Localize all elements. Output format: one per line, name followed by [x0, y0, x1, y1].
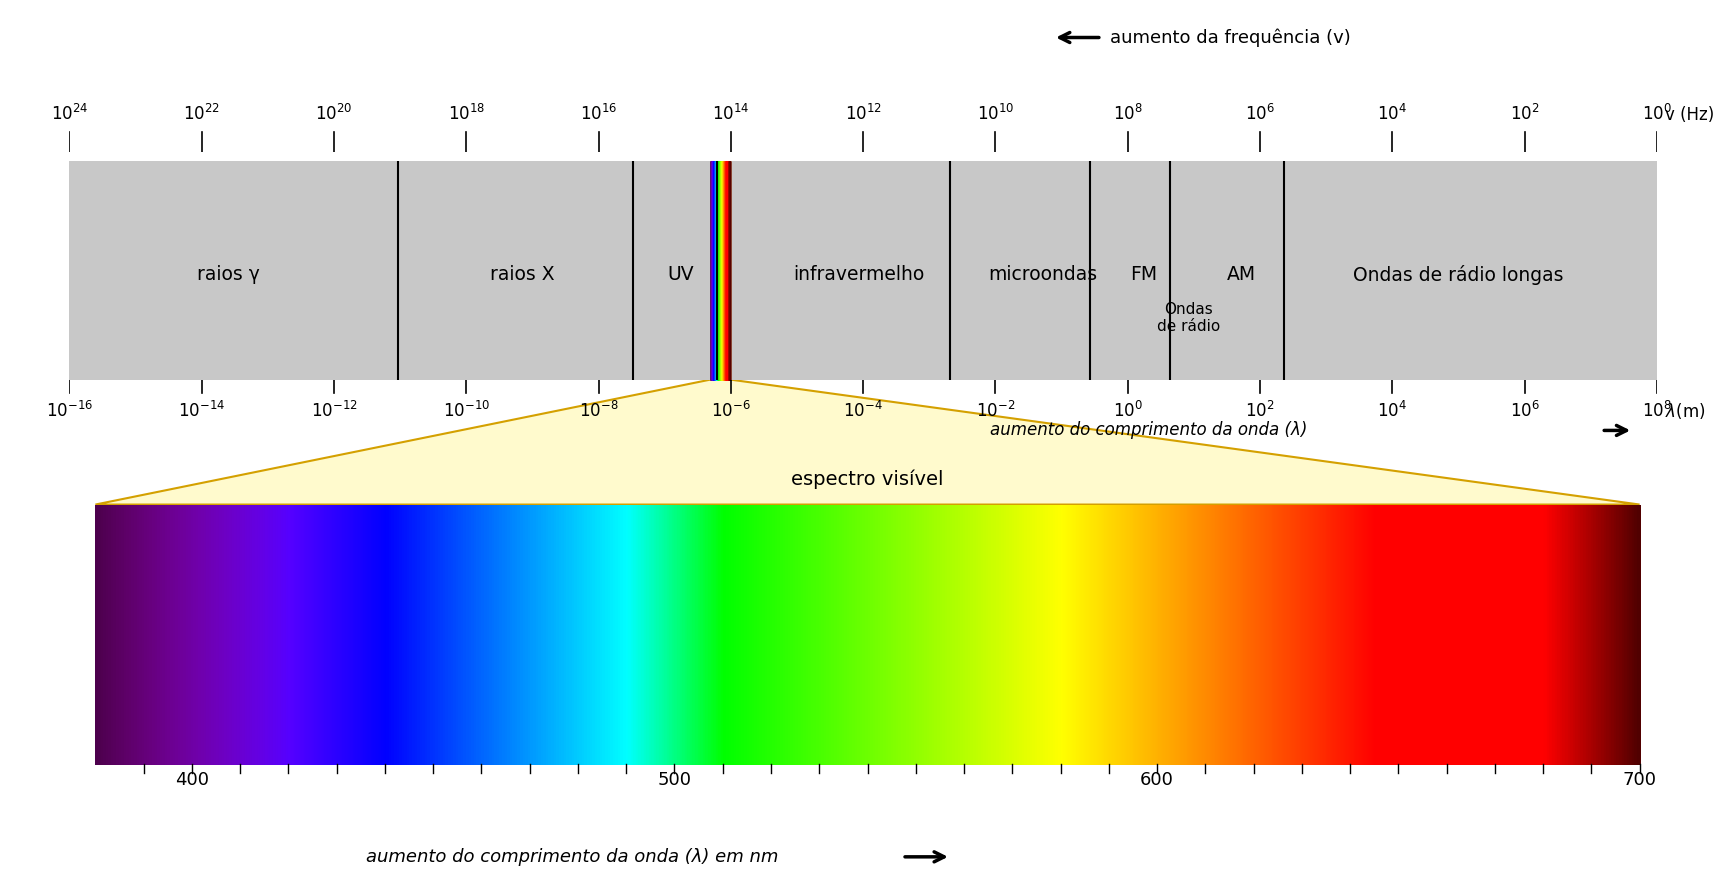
Text: $10^{12}$: $10^{12}$	[845, 104, 881, 124]
Text: v (Hz): v (Hz)	[1666, 105, 1714, 124]
Text: $10^{8}$: $10^{8}$	[1641, 401, 1673, 421]
Text: 400: 400	[175, 771, 208, 789]
Text: $10^{10}$: $10^{10}$	[977, 104, 1015, 124]
Text: 700: 700	[1622, 771, 1657, 789]
Text: $10^{20}$: $10^{20}$	[316, 104, 352, 124]
Text: $10^{22}$: $10^{22}$	[184, 104, 220, 124]
Text: $10^{-4}$: $10^{-4}$	[843, 401, 883, 421]
Text: aumento do comprimento da onda (λ) em nm: aumento do comprimento da onda (λ) em nm	[366, 847, 779, 866]
Text: $10^{-12}$: $10^{-12}$	[311, 401, 357, 421]
Text: Ondas de rádio longas: Ondas de rádio longas	[1353, 264, 1563, 285]
Text: AM: AM	[1227, 265, 1256, 284]
Text: $10^{-8}$: $10^{-8}$	[579, 401, 618, 421]
Text: infravermelho: infravermelho	[793, 265, 925, 284]
Text: $10^{8}$: $10^{8}$	[1112, 104, 1143, 124]
Text: $10^{4}$: $10^{4}$	[1378, 401, 1407, 421]
Text: $\lambda$(m): $\lambda$(m)	[1666, 401, 1706, 421]
Text: aumento da frequência (v): aumento da frequência (v)	[1110, 29, 1352, 46]
Text: $10^{-2}$: $10^{-2}$	[975, 401, 1015, 421]
Text: $10^{-14}$: $10^{-14}$	[179, 401, 226, 421]
Text: $10^{-10}$: $10^{-10}$	[442, 401, 489, 421]
Text: $10^{0}$: $10^{0}$	[1112, 401, 1143, 421]
Text: $10^{16}$: $10^{16}$	[579, 104, 618, 124]
Text: $10^{0}$: $10^{0}$	[1641, 104, 1673, 124]
Text: $10^{2}$: $10^{2}$	[1509, 104, 1539, 124]
Text: $10^{4}$: $10^{4}$	[1378, 104, 1407, 124]
Text: $10^{6}$: $10^{6}$	[1246, 104, 1275, 124]
Text: FM: FM	[1131, 265, 1157, 284]
Text: $10^{14}$: $10^{14}$	[711, 104, 750, 124]
Text: microondas: microondas	[987, 265, 1097, 284]
Text: espectro visível: espectro visível	[791, 470, 944, 489]
Text: 500: 500	[658, 771, 692, 789]
Text: $10^{24}$: $10^{24}$	[50, 104, 88, 124]
Polygon shape	[95, 380, 1640, 505]
Text: Ondas
de rádio: Ondas de rádio	[1157, 302, 1220, 335]
Text: raios γ: raios γ	[196, 265, 260, 284]
Text: aumento do comprimento da onda (λ): aumento do comprimento da onda (λ)	[991, 421, 1308, 439]
Text: $10^{2}$: $10^{2}$	[1246, 401, 1275, 421]
Text: $10^{18}$: $10^{18}$	[448, 104, 484, 124]
Text: raios X: raios X	[489, 265, 553, 284]
Text: $10^{-16}$: $10^{-16}$	[45, 401, 94, 421]
Text: $10^{-6}$: $10^{-6}$	[711, 401, 751, 421]
Text: $10^{6}$: $10^{6}$	[1509, 401, 1539, 421]
Text: 600: 600	[1140, 771, 1175, 789]
Text: UV: UV	[668, 265, 694, 284]
